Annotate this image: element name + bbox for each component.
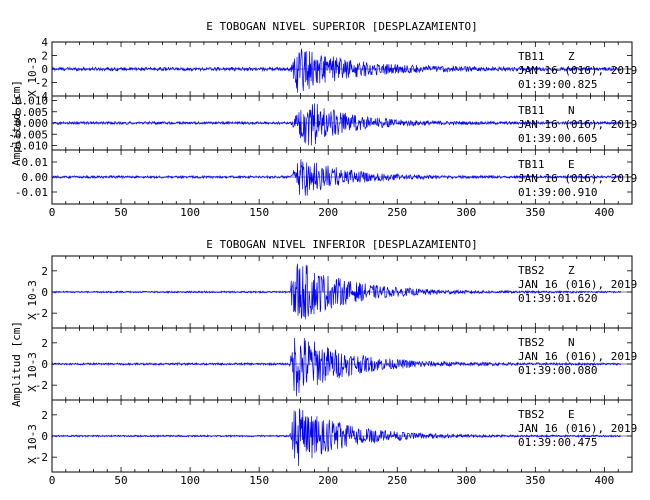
record-time: 01:39:01.620 — [518, 292, 597, 305]
y-tick-label: -0.005 — [8, 128, 48, 141]
y-multiplier: X 10-3 — [26, 424, 39, 464]
y-tick-label: -2 — [35, 307, 48, 320]
y-tick-label: -2 — [35, 451, 48, 464]
record-time: 01:39:00.825 — [518, 78, 597, 91]
y-tick-label: 0 — [41, 286, 48, 299]
component-code: Z — [568, 50, 575, 63]
x-tick-label: 50 — [114, 206, 127, 219]
record-date: JAN 16 (016), 2019 — [518, 64, 637, 77]
y-tick-label: 4 — [41, 36, 48, 49]
y-tick-label: 0.00 — [22, 171, 49, 184]
x-tick-label: 150 — [249, 474, 269, 487]
component-code: N — [568, 336, 575, 349]
record-time: 01:39:00.475 — [518, 436, 597, 449]
component-code: E — [568, 158, 575, 171]
x-tick-label: 100 — [180, 206, 200, 219]
waveform-trace — [51, 48, 622, 93]
x-tick-label: 350 — [525, 206, 545, 219]
x-tick-label: 150 — [249, 206, 269, 219]
record-time: 01:39:00.605 — [518, 132, 597, 145]
y-tick-label: 2 — [41, 265, 48, 278]
station-code: TBS2 — [518, 408, 545, 421]
y-tick-label: 0.005 — [15, 106, 48, 119]
chart-title: E TOBOGAN NIVEL SUPERIOR [DESPLAZAMIENTO… — [206, 20, 478, 33]
y-tick-label: 0.01 — [22, 156, 49, 169]
component-code: E — [568, 408, 575, 421]
y-axis-label: Amplitud [cm] — [10, 321, 23, 407]
station-code: TB11 — [518, 158, 545, 171]
y-tick-label: -4 — [35, 90, 49, 103]
y-tick-label: 2 — [41, 337, 48, 350]
component-code: Z — [568, 264, 575, 277]
x-tick-label: 0 — [49, 474, 56, 487]
y-multiplier: X 10-3 — [26, 57, 39, 97]
y-multiplier: X 10-3 — [26, 280, 39, 320]
x-tick-label: 400 — [594, 474, 614, 487]
x-tick-label: 50 — [114, 474, 127, 487]
station-code: TB11 — [518, 50, 545, 63]
y-tick-label: -0.010 — [8, 140, 48, 153]
record-date: JAN 16 (016), 2019 — [518, 350, 637, 363]
station-code: TB11 — [518, 104, 545, 117]
x-tick-label: 100 — [180, 474, 200, 487]
x-tick-label: 400 — [594, 206, 614, 219]
y-tick-label: -0.01 — [15, 186, 48, 199]
record-date: JAN 16 (016), 2019 — [518, 278, 637, 291]
waveform-trace — [51, 159, 622, 196]
station-code: TBS2 — [518, 264, 545, 277]
y-tick-label: -2 — [35, 379, 48, 392]
record-date: JAN 16 (016), 2019 — [518, 118, 637, 131]
record-time: 01:39:00.080 — [518, 364, 597, 377]
waveform-trace — [51, 408, 621, 467]
y-tick-label: 0.000 — [15, 117, 48, 130]
x-tick-label: 250 — [387, 206, 407, 219]
y-tick-label: 2 — [41, 409, 48, 422]
y-tick-label: 0 — [41, 430, 48, 443]
x-tick-label: 350 — [525, 474, 545, 487]
y-tick-label: 0 — [41, 63, 48, 76]
y-tick-label: 2 — [41, 50, 48, 63]
x-tick-label: 200 — [318, 206, 338, 219]
y-multiplier: X 10-3 — [26, 352, 39, 392]
record-date: JAN 16 (016), 2019 — [518, 422, 637, 435]
waveform-trace — [51, 103, 622, 146]
record-date: JAN 16 (016), 2019 — [518, 172, 637, 185]
component-code: N — [568, 104, 575, 117]
chart-title: E TOBOGAN NIVEL INFERIOR [DESPLAZAMIENTO… — [206, 238, 478, 251]
waveform-trace — [51, 337, 622, 397]
x-tick-label: 300 — [456, 206, 476, 219]
x-tick-label: 0 — [49, 206, 56, 219]
record-time: 01:39:00.910 — [518, 186, 597, 199]
x-tick-label: 250 — [387, 474, 407, 487]
x-tick-label: 300 — [456, 474, 476, 487]
station-code: TBS2 — [518, 336, 545, 349]
x-tick-label: 200 — [318, 474, 338, 487]
waveform-trace — [52, 263, 622, 320]
y-axis-label: Amplitud [cm] — [10, 80, 23, 166]
y-tick-label: 0.010 — [15, 95, 48, 108]
y-tick-label: -2 — [35, 77, 48, 90]
y-tick-label: 0 — [41, 358, 48, 371]
